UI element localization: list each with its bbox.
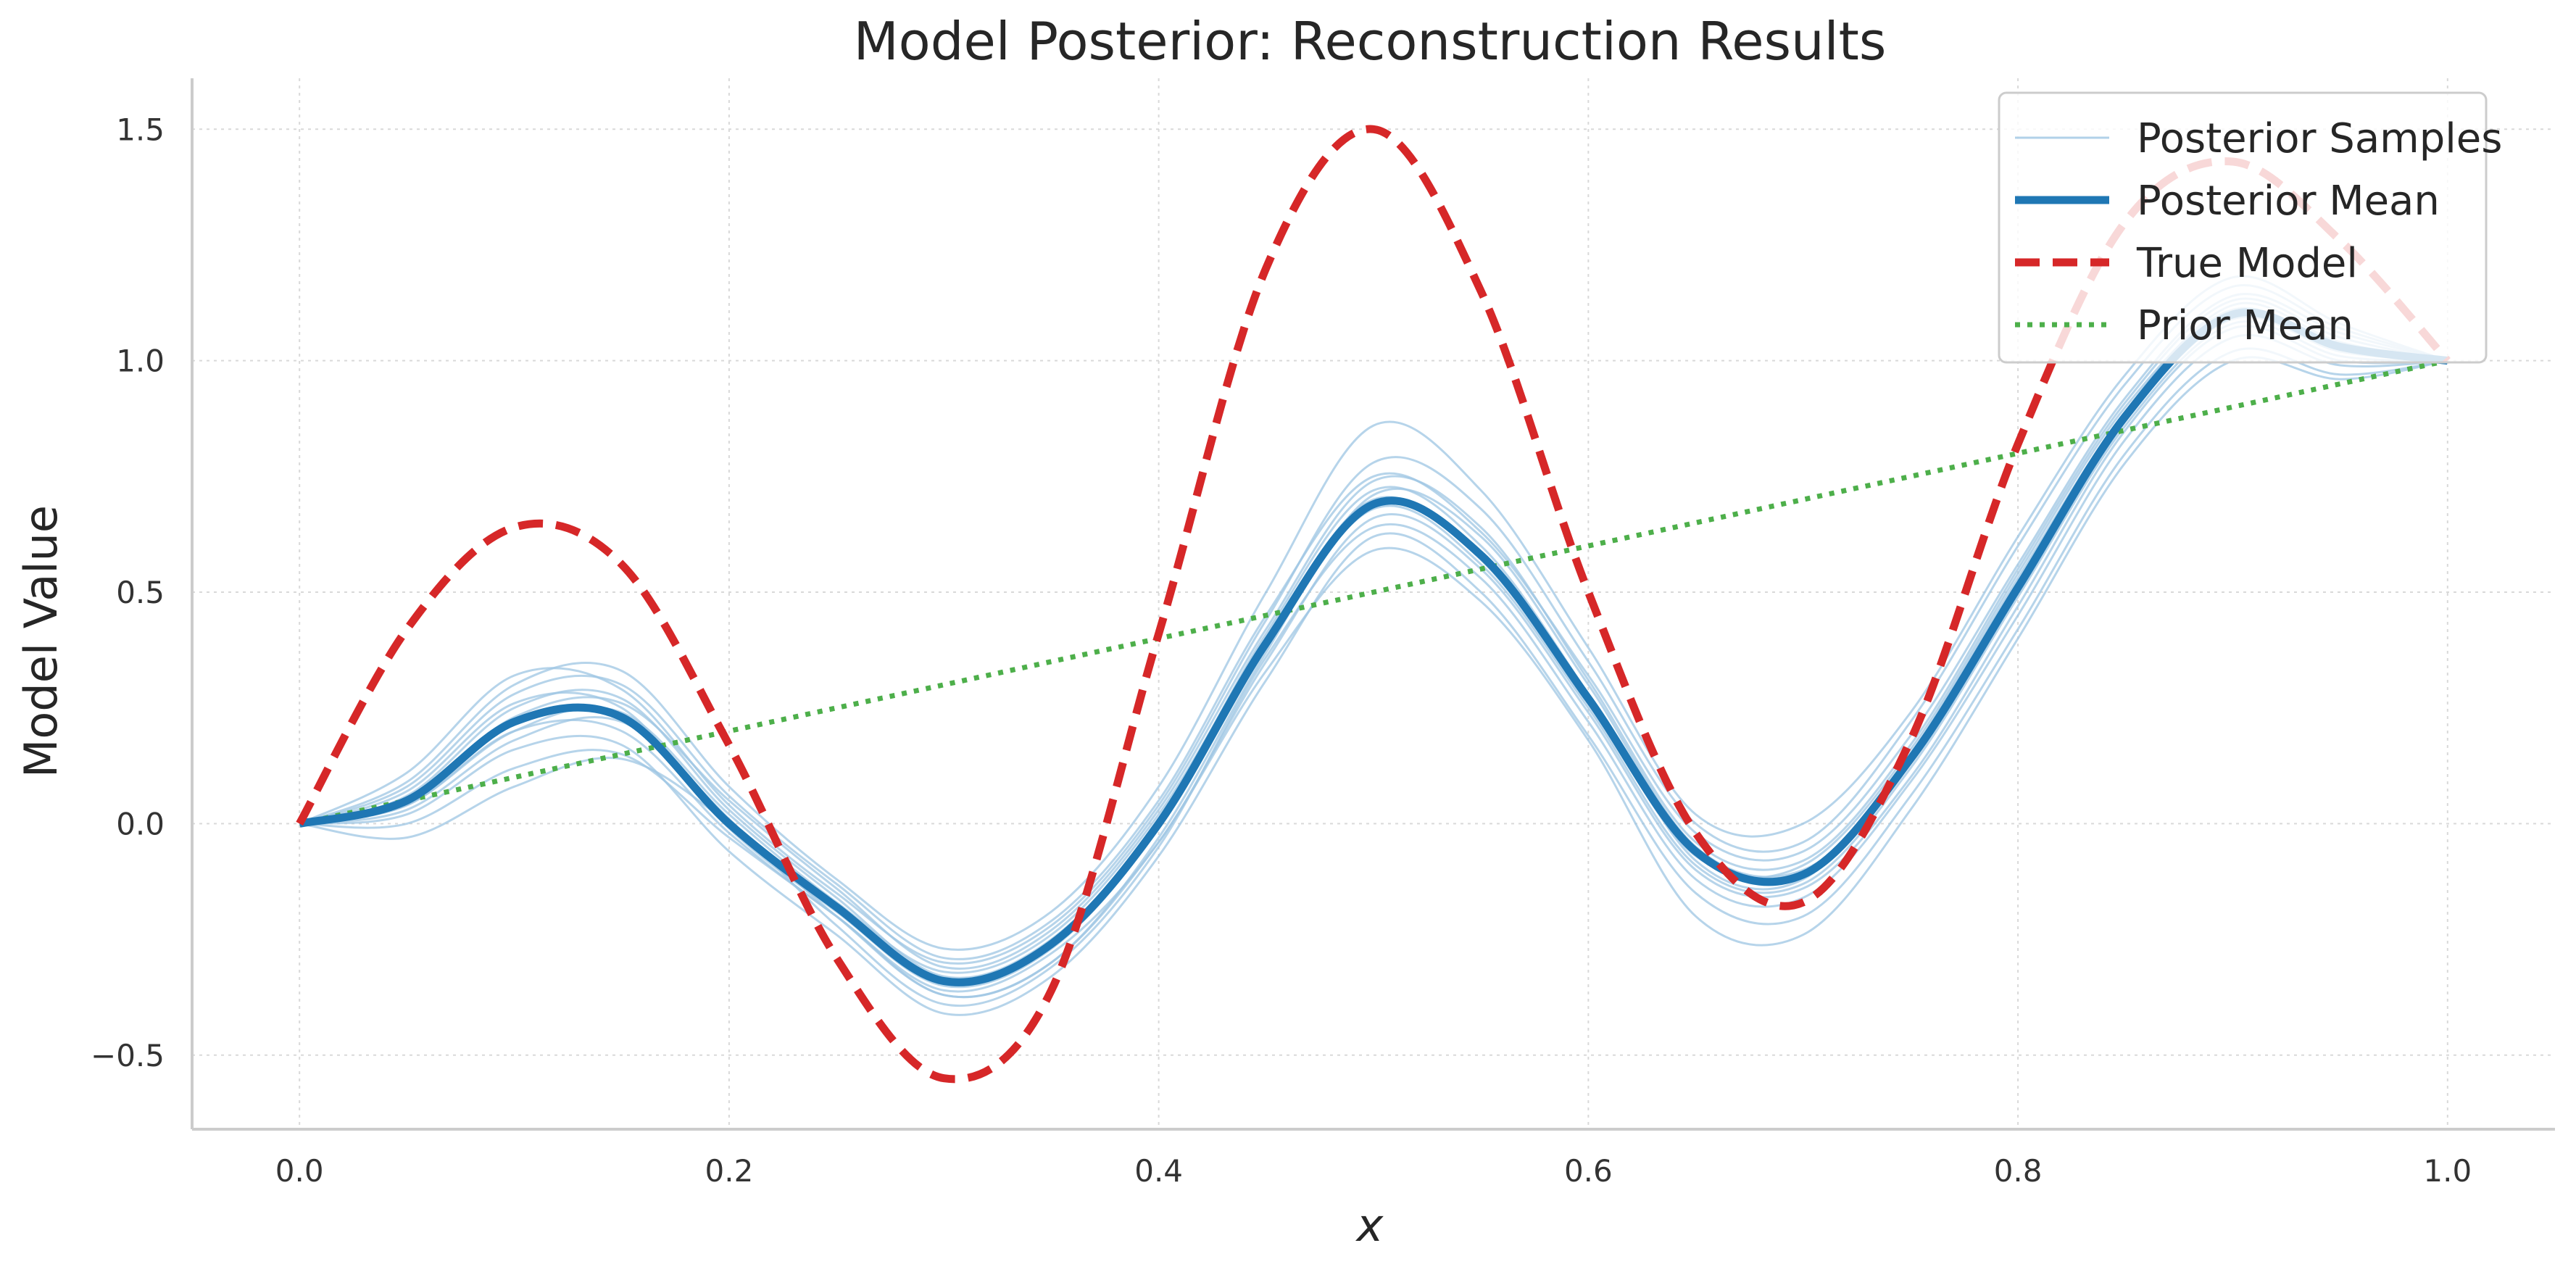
samples-layer xyxy=(299,275,2448,1016)
posterior-sample-line xyxy=(299,275,2448,951)
posterior-mean-line xyxy=(299,308,2448,986)
legend-label-prior-mean: Prior Mean xyxy=(2137,302,2353,349)
posterior-sample-line xyxy=(299,284,2448,965)
legend-box xyxy=(1998,91,2488,364)
y-tick-label: 1.5 xyxy=(116,112,165,147)
x-tick-label: 0.4 xyxy=(1134,1153,1183,1189)
x-tick-label: 1.0 xyxy=(2423,1153,2472,1189)
legend-label-true-model: True Model xyxy=(2136,240,2358,287)
x-tick-label: 0.6 xyxy=(1564,1153,1613,1189)
y-tick-label: 0.0 xyxy=(116,806,165,841)
posterior-sample-line xyxy=(299,325,2448,993)
true-model-line xyxy=(296,125,2451,1084)
legend-label-posterior-samples: Posterior Samples xyxy=(2137,115,2502,162)
posterior-sample-line xyxy=(299,302,2448,979)
legend-layer: Posterior Samples Posterior Mean True Mode… xyxy=(1998,91,2502,364)
series-layer xyxy=(296,125,2451,1084)
tick-layer: 0.0 0.2 0.4 0.6 0.8 1.0 −0.5 0.0 0.5 1.0 1.5 xyxy=(91,112,2472,1189)
legend-label-posterior-mean: Posterior Mean xyxy=(2137,178,2440,225)
posterior-sample-line xyxy=(299,356,2448,999)
posterior-sample-line xyxy=(299,307,2448,974)
y-axis-label: Model Value xyxy=(14,505,67,778)
spine-layer xyxy=(191,78,2555,1131)
y-tick-label: 0.5 xyxy=(116,575,165,610)
x-tick-label: 0.8 xyxy=(1994,1153,2043,1189)
chart-title: Model Posterior: Reconstruction Results xyxy=(854,11,1887,72)
x-tick-label: 0.0 xyxy=(275,1153,324,1189)
y-tick-label: 1.0 xyxy=(116,344,165,379)
posterior-sample-line xyxy=(299,293,2448,960)
y-tick-label: −0.5 xyxy=(91,1038,165,1073)
posterior-sample-line xyxy=(299,347,2448,1016)
posterior-sample-line xyxy=(299,297,2448,970)
prior-mean-line xyxy=(299,358,2448,826)
x-tick-label: 0.2 xyxy=(705,1153,754,1189)
x-axis-label: x xyxy=(1355,1199,1384,1252)
